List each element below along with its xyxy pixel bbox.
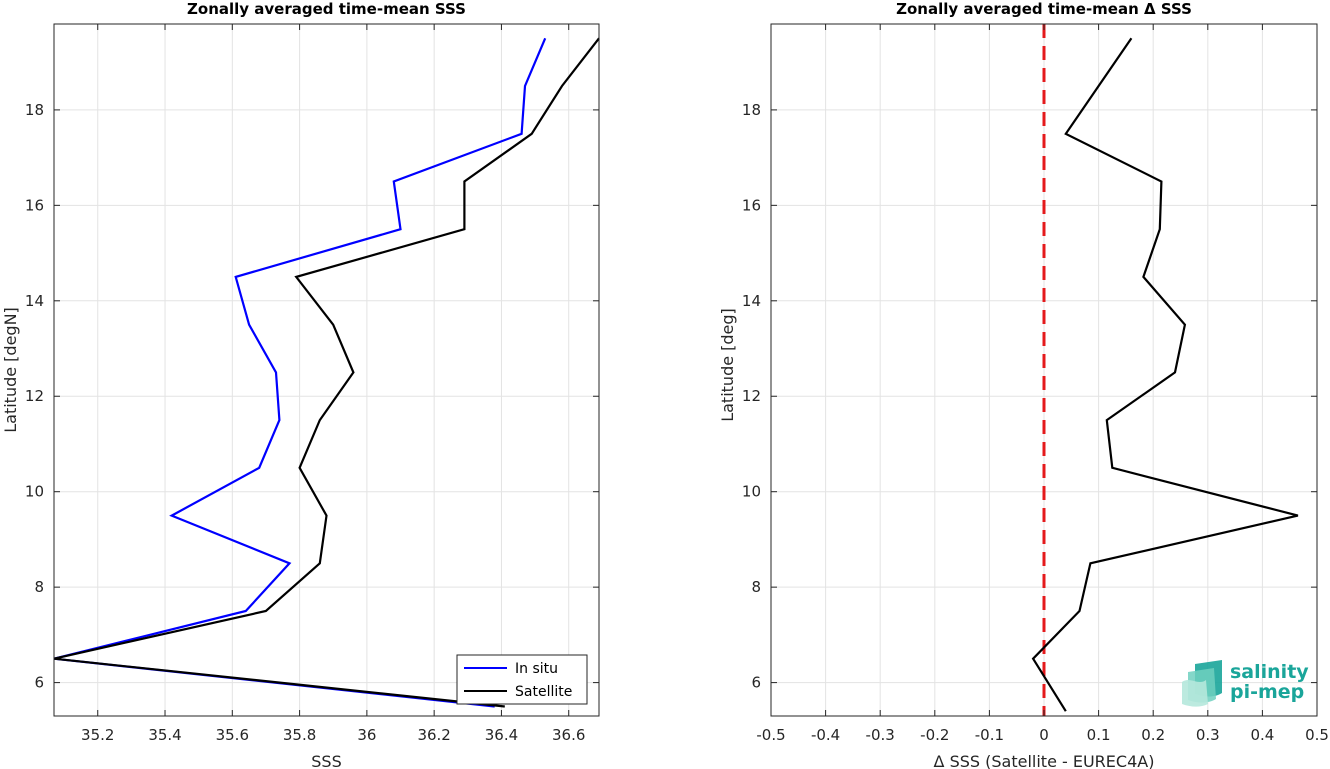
x-tick-label: 0.4	[1250, 726, 1274, 744]
left-chart: 35.2 35.4 35.6 35.8 36 36.2 36.4 36.6 6 8 10 12 14 16…	[1, 0, 600, 769]
x-tick-label: -0.2	[920, 726, 949, 744]
x-tick-label: 0.5	[1305, 726, 1329, 744]
right-chart-title: Zonally averaged time-mean Δ SSS	[896, 0, 1192, 18]
left-chart-title: Zonally averaged time-mean SSS	[187, 0, 466, 18]
x-tick-label: -0.4	[811, 726, 840, 744]
y-tick-label: 18	[25, 101, 44, 119]
left-series-layer	[53, 37, 600, 708]
series-line-delta-sss	[1031, 37, 1299, 712]
legend-label-in-situ: In situ	[515, 661, 558, 677]
y-tick-label: 18	[742, 101, 761, 119]
logo-wave-front	[1182, 680, 1208, 707]
x-tick-label: 0.3	[1196, 726, 1220, 744]
right-x-axis-label: Δ SSS (Satellite - EUREC4A)	[934, 752, 1155, 769]
x-tick-label: 36.2	[417, 726, 450, 744]
legend-label-satellite: Satellite	[515, 684, 572, 700]
y-tick-label: 6	[751, 674, 761, 692]
legend-box	[456, 654, 588, 705]
left-plot-area	[54, 24, 599, 716]
x-tick-label: 0.1	[1087, 726, 1111, 744]
y-tick-label: 8	[751, 578, 761, 596]
y-tick-label: 10	[742, 483, 761, 501]
x-tick-label: 35.6	[216, 726, 249, 744]
x-tick-label: 35.4	[148, 726, 181, 744]
x-tick-label: 36.6	[552, 726, 585, 744]
y-tick-label: 12	[25, 387, 44, 405]
left-grid	[54, 24, 599, 716]
left-x-axis-label: SSS	[311, 752, 341, 769]
logo-text-salinity: salinity	[1230, 661, 1309, 683]
y-tick-label: 14	[25, 292, 44, 310]
x-tick-label: 35.8	[283, 726, 316, 744]
left-axes-box	[53, 23, 600, 717]
x-tick-label: 35.2	[81, 726, 114, 744]
right-y-axis-label: Latitude [deg]	[718, 308, 737, 422]
y-tick-label: 16	[742, 196, 761, 214]
x-tick-label: -0.5	[756, 726, 785, 744]
series-line-satellite	[53, 37, 600, 708]
left-legend: In situ Satellite	[456, 654, 588, 705]
left-ticks: 35.2 35.4 35.6 35.8 36 36.2 36.4 36.6 6 8 10 12 14 16…	[25, 24, 599, 744]
right-chart: -0.5 -0.4 -0.3 -0.2 -0.1 0 0.1 0.2 0.3 0.4 0.5 6 8 10…	[718, 0, 1329, 769]
x-tick-label: 36	[357, 726, 376, 744]
x-tick-label: 0	[1039, 726, 1049, 744]
x-tick-label: -0.3	[866, 726, 895, 744]
y-tick-label: 16	[25, 196, 44, 214]
y-tick-label: 14	[742, 292, 761, 310]
x-tick-label: 36.4	[485, 726, 518, 744]
y-tick-label: 10	[25, 483, 44, 501]
series-line-in-situ	[53, 37, 547, 708]
left-y-axis-label: Latitude [degN]	[1, 307, 20, 433]
right-ticks: -0.5 -0.4 -0.3 -0.2 -0.1 0 0.1 0.2 0.3 0.4 0.5 6 8 10…	[742, 24, 1329, 744]
y-tick-label: 6	[34, 674, 44, 692]
salinity-pimep-logo: salinity pi-mep	[1182, 660, 1309, 707]
y-tick-label: 12	[742, 387, 761, 405]
y-tick-label: 8	[34, 578, 44, 596]
x-tick-label: 0.2	[1141, 726, 1165, 744]
right-series-layer	[1031, 37, 1299, 712]
x-tick-label: -0.1	[975, 726, 1004, 744]
logo-text-pimep: pi-mep	[1230, 681, 1304, 703]
